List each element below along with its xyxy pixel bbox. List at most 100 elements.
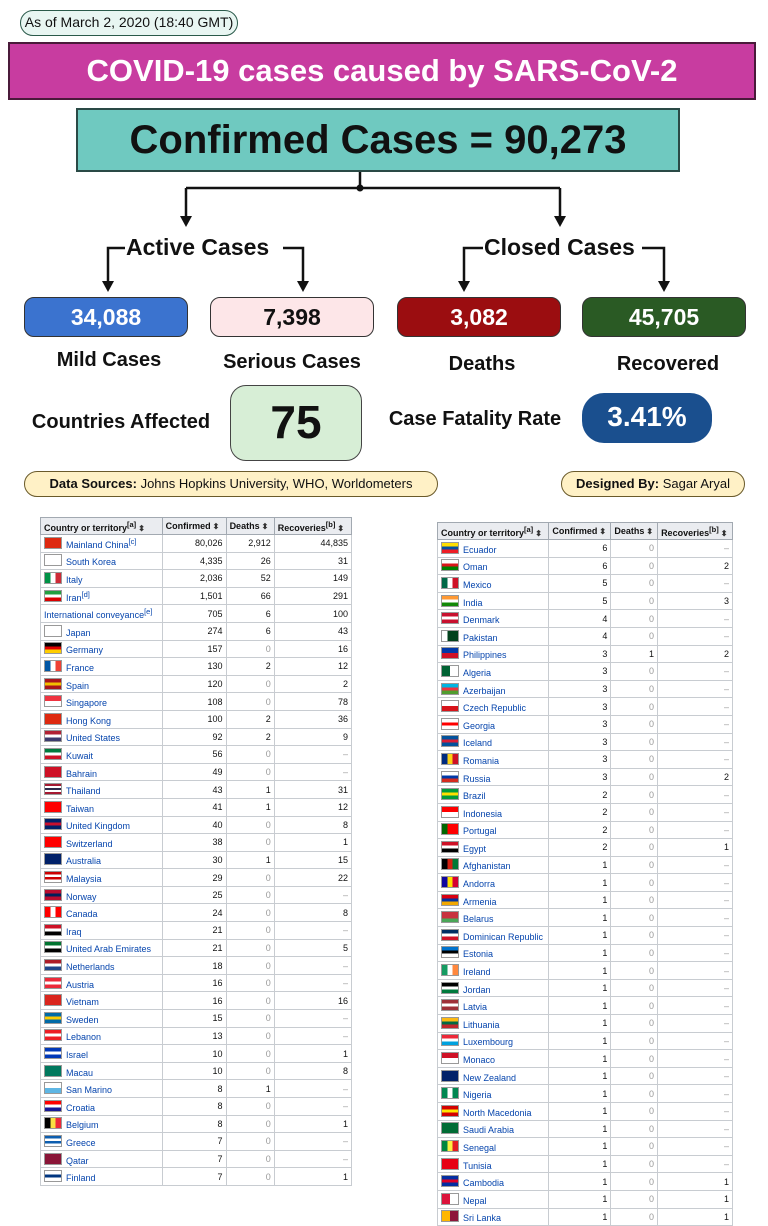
recoveries-cell: – [657,855,733,875]
country-link[interactable]: North Macedonia [463,1107,532,1118]
country-link[interactable]: Ecuador [463,544,497,555]
country-link[interactable]: International conveyance [44,610,145,621]
country-flag-icon [441,1016,459,1029]
country-link[interactable]: Latvia [463,1002,488,1013]
country-link[interactable]: Lithuania [463,1019,500,1030]
country-link[interactable]: Finland [66,1173,96,1184]
confirmed-column-header[interactable]: Confirmed ⬍ [548,522,612,540]
country-link[interactable]: Taiwan [66,803,95,814]
country-link[interactable]: Belgium [66,1120,99,1131]
country-note[interactable]: [e] [144,607,153,617]
country-link[interactable]: Sweden [66,1014,99,1025]
country-link[interactable]: Croatia [66,1102,96,1113]
country-link[interactable]: Iran [66,592,82,603]
country-link[interactable]: Czech Republic [463,703,527,714]
country-link[interactable]: India [463,597,483,608]
deaths-column-header[interactable]: Deaths ⬍ [225,517,275,535]
country-link[interactable]: Thailand [66,786,101,797]
country-link[interactable]: South Korea [66,557,117,568]
deaths-cell: 66 [225,586,275,606]
country-link[interactable]: Senegal [463,1142,497,1153]
country-link[interactable]: United States [66,733,121,744]
country-link[interactable]: Ireland [463,967,491,978]
country-link[interactable]: Nepal [463,1195,487,1206]
deaths-cell: 0 [610,926,659,945]
country-link[interactable]: New Zealand [463,1072,517,1083]
recoveries-column-header[interactable]: Recoveries[b] ⬍ [657,522,733,540]
country-link[interactable]: Netherlands [66,962,115,973]
country-link[interactable]: Kuwait [66,750,94,761]
country-link[interactable]: Luxembourg [463,1037,514,1048]
country-link[interactable]: France [66,662,95,673]
country-link[interactable]: Hong Kong [66,715,112,726]
country-link[interactable]: San Marino [66,1085,113,1096]
country-link[interactable]: Mainland China [66,539,129,550]
country-link[interactable]: Greece [66,1137,96,1148]
country-link[interactable]: Romania [463,755,500,766]
country-cell: Singapore [40,692,163,711]
country-link[interactable]: Iraq [66,926,82,937]
country-column-header[interactable]: Country or territory[a] ⬍ [436,522,550,540]
country-link[interactable]: Afghanistan [463,861,511,872]
country-link[interactable]: Philippines [463,650,507,661]
country-link[interactable]: Qatar [66,1155,89,1166]
table-row: Philippines 3 1 2 [436,644,733,664]
deaths-cell: 0 [610,1189,659,1209]
country-link[interactable]: Armenia [463,896,497,907]
country-link[interactable]: Spain [66,680,90,691]
country-link[interactable]: Australia [66,856,102,867]
country-link[interactable]: Indonesia [463,808,503,819]
country-link[interactable]: Brazil [463,791,486,802]
country-link[interactable]: Egypt [463,843,487,854]
country-link[interactable]: Vietnam [66,997,99,1008]
country-link[interactable]: Lebanon [66,1032,102,1043]
confirmed-column-header[interactable]: Confirmed ⬍ [161,517,227,535]
country-link[interactable]: Austria [66,979,95,990]
country-link[interactable]: Bahrain [66,768,98,779]
country-link[interactable]: Belarus [463,914,494,925]
country-link[interactable]: Canada [66,909,98,920]
country-link[interactable]: United Kingdom [66,821,131,832]
country-link[interactable]: Switzerland [66,838,113,849]
country-link[interactable]: Andorra [463,879,496,890]
country-link[interactable]: United Arab Emirates [66,944,152,955]
country-link[interactable]: Estonia [463,949,494,960]
country-link[interactable]: Tunisia [463,1160,492,1171]
country-link[interactable]: Pakistan [463,632,498,643]
country-link[interactable]: Jordan [463,984,491,995]
country-link[interactable]: Portugal [463,826,497,837]
recoveries-column-header[interactable]: Recoveries[b] ⬍ [273,517,353,535]
country-link[interactable]: Nigeria [463,1090,492,1101]
country-link[interactable]: Oman [463,562,488,573]
country-link[interactable]: Dominican Republic [463,931,544,942]
country-column-header[interactable]: Country or territory[a] ⬍ [40,517,163,535]
country-note[interactable]: [c] [128,536,137,546]
country-link[interactable]: Georgia [463,720,496,731]
country-link[interactable]: Germany [66,645,104,656]
country-link[interactable]: Malaysia [66,874,102,885]
country-link[interactable]: Azerbaijan [463,685,506,696]
country-link[interactable]: Saudi Arabia [463,1125,515,1136]
country-link[interactable]: Mexico [463,579,492,590]
country-link[interactable]: Algeria [463,667,492,678]
recoveries-cell: 31 [273,780,353,799]
country-link[interactable]: Russia [463,773,491,784]
country-link[interactable]: Macau [66,1067,94,1078]
deaths-cell: 0 [225,868,275,887]
active-cases-label: Active Cases [126,234,270,261]
country-link[interactable]: Italy [66,574,83,585]
country-link[interactable]: Denmark [463,615,500,626]
deaths-column-header[interactable]: Deaths ⬍ [610,522,659,540]
country-note[interactable]: [d] [81,589,90,599]
country-link[interactable]: Monaco [463,1055,496,1066]
country-link[interactable]: Cambodia [463,1178,505,1189]
country-flag-icon [441,700,459,713]
country-link[interactable]: Japan [66,627,91,638]
country-cell: Monaco [436,1049,550,1068]
country-link[interactable]: Singapore [66,698,108,709]
confirmed-cell: 3 [548,732,612,752]
country-link[interactable]: Iceland [463,738,493,749]
country-link[interactable]: Sri Lanka [463,1213,502,1224]
country-link[interactable]: Israel [66,1050,89,1061]
country-link[interactable]: Norway [66,891,97,902]
